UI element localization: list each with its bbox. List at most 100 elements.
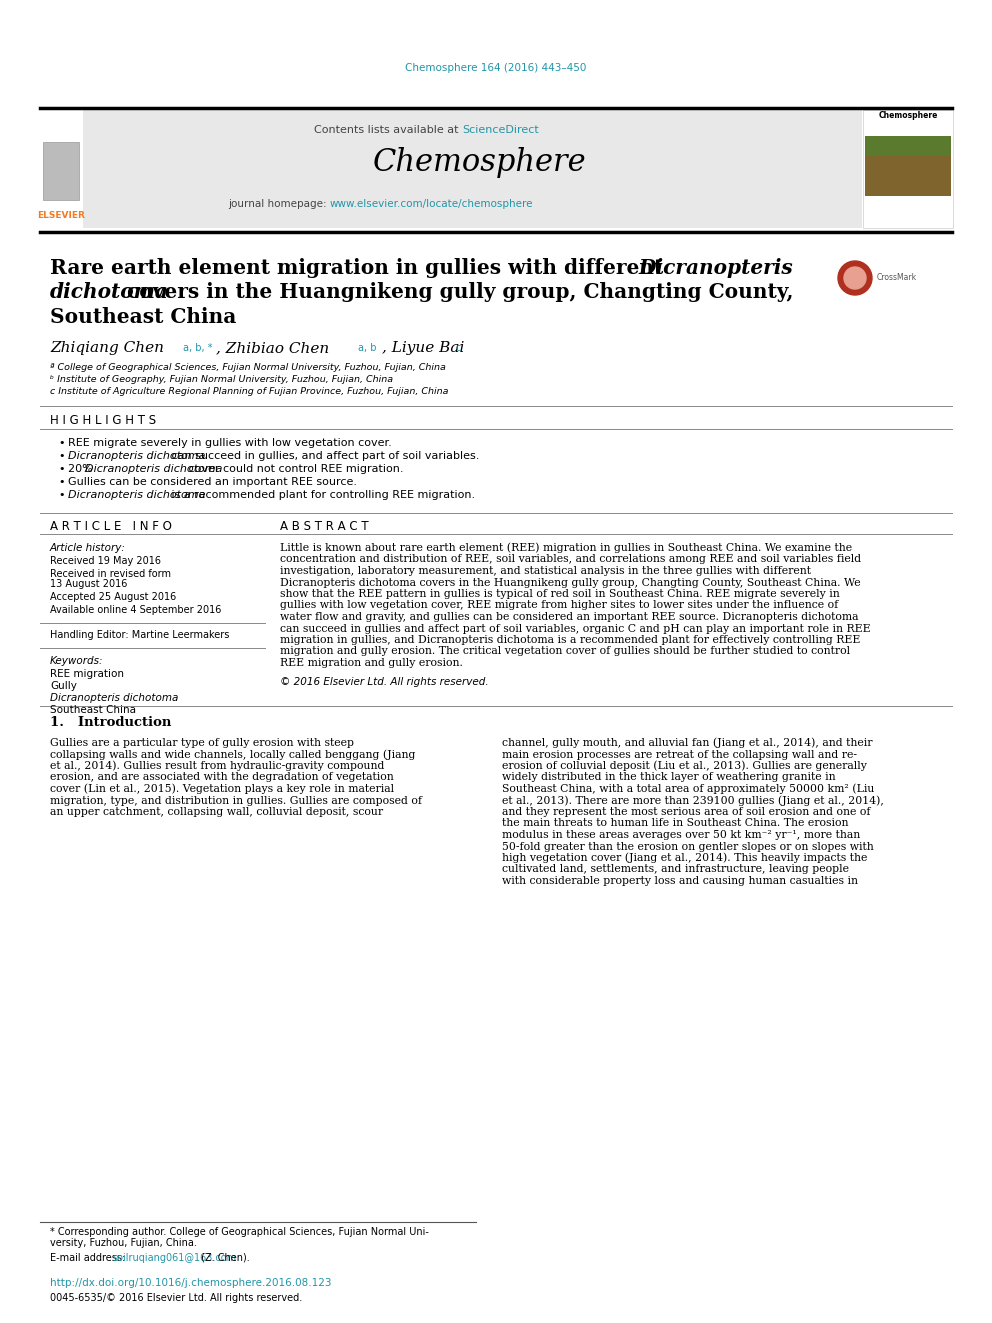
Text: versity, Fuzhou, Fujian, China.: versity, Fuzhou, Fujian, China. xyxy=(50,1238,196,1248)
Text: (Z. Chen).: (Z. Chen). xyxy=(198,1253,250,1263)
Bar xyxy=(863,110,953,228)
Text: •: • xyxy=(58,490,64,500)
Text: high vegetation cover (Jiang et al., 2014). This heavily impacts the: high vegetation cover (Jiang et al., 201… xyxy=(502,853,867,864)
Text: cover could not control REE migration.: cover could not control REE migration. xyxy=(186,464,404,474)
Text: et al., 2013). There are more than 239100 gullies (Jiang et al., 2014),: et al., 2013). There are more than 23910… xyxy=(502,795,884,806)
Text: Southeast China, with a total area of approximately 50000 km² (Liu: Southeast China, with a total area of ap… xyxy=(502,783,874,794)
Text: can succeed in gullies and affect part of soil variables, organic C and pH can p: can succeed in gullies and affect part o… xyxy=(280,623,871,634)
Text: 50-fold greater than the erosion on gentler slopes or on slopes with: 50-fold greater than the erosion on gent… xyxy=(502,841,874,852)
Text: dichotoma: dichotoma xyxy=(50,282,169,302)
Text: •: • xyxy=(58,438,64,448)
Circle shape xyxy=(844,267,866,288)
Text: Rare earth element migration in gullies with different: Rare earth element migration in gullies … xyxy=(50,258,671,278)
Text: Accepted 25 August 2016: Accepted 25 August 2016 xyxy=(50,591,177,602)
Text: c: c xyxy=(456,343,461,353)
Text: Dicranopteris dichotoma covers in the Huangnikeng gully group, Changting County,: Dicranopteris dichotoma covers in the Hu… xyxy=(280,578,861,587)
Text: 13 August 2016: 13 August 2016 xyxy=(50,579,127,589)
Text: ᵇ Institute of Geography, Fujian Normal University, Fuzhou, Fujian, China: ᵇ Institute of Geography, Fujian Normal … xyxy=(50,374,393,384)
Text: www.elsevier.com/locate/chemosphere: www.elsevier.com/locate/chemosphere xyxy=(330,198,534,209)
Circle shape xyxy=(838,261,872,295)
Text: Available online 4 September 2016: Available online 4 September 2016 xyxy=(50,605,221,615)
Text: , Zhibiao Chen: , Zhibiao Chen xyxy=(216,341,334,355)
Text: gullies with low vegetation cover, REE migrate from higher sites to lower sites : gullies with low vegetation cover, REE m… xyxy=(280,601,838,610)
Text: Received 19 May 2016: Received 19 May 2016 xyxy=(50,556,161,566)
Text: water flow and gravity, and gullies can be considered an important REE source. D: water flow and gravity, and gullies can … xyxy=(280,613,858,622)
Text: A R T I C L E   I N F O: A R T I C L E I N F O xyxy=(50,520,172,533)
Text: covers in the Huangnikeng gully group, Changting County,: covers in the Huangnikeng gully group, C… xyxy=(120,282,794,302)
Bar xyxy=(865,156,951,196)
Text: Handling Editor: Martine Leermakers: Handling Editor: Martine Leermakers xyxy=(50,630,229,640)
Text: Chemosphere 164 (2016) 443–450: Chemosphere 164 (2016) 443–450 xyxy=(406,64,586,73)
Text: widely distributed in the thick layer of weathering granite in: widely distributed in the thick layer of… xyxy=(502,773,835,782)
Bar xyxy=(83,110,862,228)
Text: an upper catchment, collapsing wall, colluvial deposit, scour: an upper catchment, collapsing wall, col… xyxy=(50,807,383,818)
Text: Article history:: Article history: xyxy=(50,542,126,553)
Bar xyxy=(40,110,82,228)
Text: Contents lists available at: Contents lists available at xyxy=(314,124,462,135)
Text: soilruqiang061@163.com: soilruqiang061@163.com xyxy=(112,1253,236,1263)
Text: erosion of colluvial deposit (Liu et al., 2013). Gullies are generally: erosion of colluvial deposit (Liu et al.… xyxy=(502,761,867,771)
Text: migration, type, and distribution in gullies. Gullies are composed of: migration, type, and distribution in gul… xyxy=(50,795,422,806)
Text: H I G H L I G H T S: H I G H L I G H T S xyxy=(50,414,156,427)
Text: 20%: 20% xyxy=(68,464,96,474)
Text: Southeast China: Southeast China xyxy=(50,705,136,714)
Text: is a recommended plant for controlling REE migration.: is a recommended plant for controlling R… xyxy=(168,490,475,500)
Text: with considerable property loss and causing human casualties in: with considerable property loss and caus… xyxy=(502,876,858,886)
Text: 0045-6535/© 2016 Elsevier Ltd. All rights reserved.: 0045-6535/© 2016 Elsevier Ltd. All right… xyxy=(50,1293,303,1303)
Text: collapsing walls and wide channels, locally called benggang (Jiang: collapsing walls and wide channels, loca… xyxy=(50,749,416,759)
Text: •: • xyxy=(58,464,64,474)
Text: cover (Lin et al., 2015). Vegetation plays a key role in material: cover (Lin et al., 2015). Vegetation pla… xyxy=(50,783,394,794)
Text: a, b, *: a, b, * xyxy=(183,343,212,353)
Text: , Liyue Bai: , Liyue Bai xyxy=(382,341,469,355)
Text: REE migration and gully erosion.: REE migration and gully erosion. xyxy=(280,658,463,668)
Text: Keywords:: Keywords: xyxy=(50,656,103,665)
Bar xyxy=(43,142,79,200)
Text: REE migrate severely in gullies with low vegetation cover.: REE migrate severely in gullies with low… xyxy=(68,438,392,448)
Text: can succeed in gullies, and affect part of soil variables.: can succeed in gullies, and affect part … xyxy=(168,451,479,460)
Bar xyxy=(865,136,951,196)
Text: •: • xyxy=(58,451,64,460)
Text: ª College of Geographical Sciences, Fujian Normal University, Fuzhou, Fujian, Ch: ª College of Geographical Sciences, Fuji… xyxy=(50,363,445,372)
Text: modulus in these areas averages over 50 kt km⁻² yr⁻¹, more than: modulus in these areas averages over 50 … xyxy=(502,830,860,840)
Text: concentration and distribution of REE, soil variables, and correlations among RE: concentration and distribution of REE, s… xyxy=(280,554,861,565)
Text: erosion, and are associated with the degradation of vegetation: erosion, and are associated with the deg… xyxy=(50,773,394,782)
Text: channel, gully mouth, and alluvial fan (Jiang et al., 2014), and their: channel, gully mouth, and alluvial fan (… xyxy=(502,738,873,749)
Text: Dicranopteris dichotoma: Dicranopteris dichotoma xyxy=(68,490,205,500)
Text: 1.   Introduction: 1. Introduction xyxy=(50,717,172,729)
Text: Zhiqiang Chen: Zhiqiang Chen xyxy=(50,341,169,355)
Text: Gully: Gully xyxy=(50,681,76,691)
Text: the main threats to human life in Southeast China. The erosion: the main threats to human life in Southe… xyxy=(502,819,848,828)
Text: Gullies can be considered an important REE source.: Gullies can be considered an important R… xyxy=(68,478,357,487)
Text: main erosion processes are retreat of the collapsing wall and re-: main erosion processes are retreat of th… xyxy=(502,750,857,759)
Text: Little is known about rare earth element (REE) migration in gullies in Southeast: Little is known about rare earth element… xyxy=(280,542,852,553)
Text: Dicranopteris dichotoma: Dicranopteris dichotoma xyxy=(85,464,223,474)
Text: Gullies are a particular type of gully erosion with steep: Gullies are a particular type of gully e… xyxy=(50,738,354,747)
Text: Dicranopteris dichotoma: Dicranopteris dichotoma xyxy=(50,693,179,703)
Text: migration and gully erosion. The critical vegetation cover of gullies should be : migration and gully erosion. The critica… xyxy=(280,647,850,656)
Text: * Corresponding author. College of Geographical Sciences, Fujian Normal Uni-: * Corresponding author. College of Geogr… xyxy=(50,1226,429,1237)
Text: journal homepage:: journal homepage: xyxy=(228,198,330,209)
Text: Dicranopteris dichotoma: Dicranopteris dichotoma xyxy=(68,451,205,460)
Text: et al., 2014). Gullies result from hydraulic-gravity compound: et al., 2014). Gullies result from hydra… xyxy=(50,761,384,771)
Text: A B S T R A C T: A B S T R A C T xyxy=(280,520,369,533)
Text: E-mail address:: E-mail address: xyxy=(50,1253,128,1263)
Text: CrossMark: CrossMark xyxy=(877,274,918,283)
Text: Received in revised form: Received in revised form xyxy=(50,569,171,579)
Text: ScienceDirect: ScienceDirect xyxy=(462,124,539,135)
Text: REE migration: REE migration xyxy=(50,669,124,679)
Text: •: • xyxy=(58,478,64,487)
Text: show that the REE pattern in gullies is typical of red soil in Southeast China. : show that the REE pattern in gullies is … xyxy=(280,589,840,599)
Text: Dicranopteris: Dicranopteris xyxy=(638,258,793,278)
Text: investigation, laboratory measurement, and statistical analysis in the three gul: investigation, laboratory measurement, a… xyxy=(280,566,811,576)
Text: a, b: a, b xyxy=(358,343,377,353)
Text: cultivated land, settlements, and infrastructure, leaving people: cultivated land, settlements, and infras… xyxy=(502,864,849,875)
Text: http://dx.doi.org/10.1016/j.chemosphere.2016.08.123: http://dx.doi.org/10.1016/j.chemosphere.… xyxy=(50,1278,331,1289)
Text: c Institute of Agriculture Regional Planning of Fujian Province, Fuzhou, Fujian,: c Institute of Agriculture Regional Plan… xyxy=(50,386,448,396)
Text: and they represent the most serious area of soil erosion and one of: and they represent the most serious area… xyxy=(502,807,871,818)
Text: migration in gullies, and Dicranopteris dichotoma is a recommended plant for eff: migration in gullies, and Dicranopteris … xyxy=(280,635,860,646)
Text: Chemosphere: Chemosphere xyxy=(878,111,937,120)
Text: © 2016 Elsevier Ltd. All rights reserved.: © 2016 Elsevier Ltd. All rights reserved… xyxy=(280,677,489,687)
Text: Southeast China: Southeast China xyxy=(50,307,236,327)
Text: ELSEVIER: ELSEVIER xyxy=(37,212,85,221)
Text: Chemosphere: Chemosphere xyxy=(373,147,587,177)
